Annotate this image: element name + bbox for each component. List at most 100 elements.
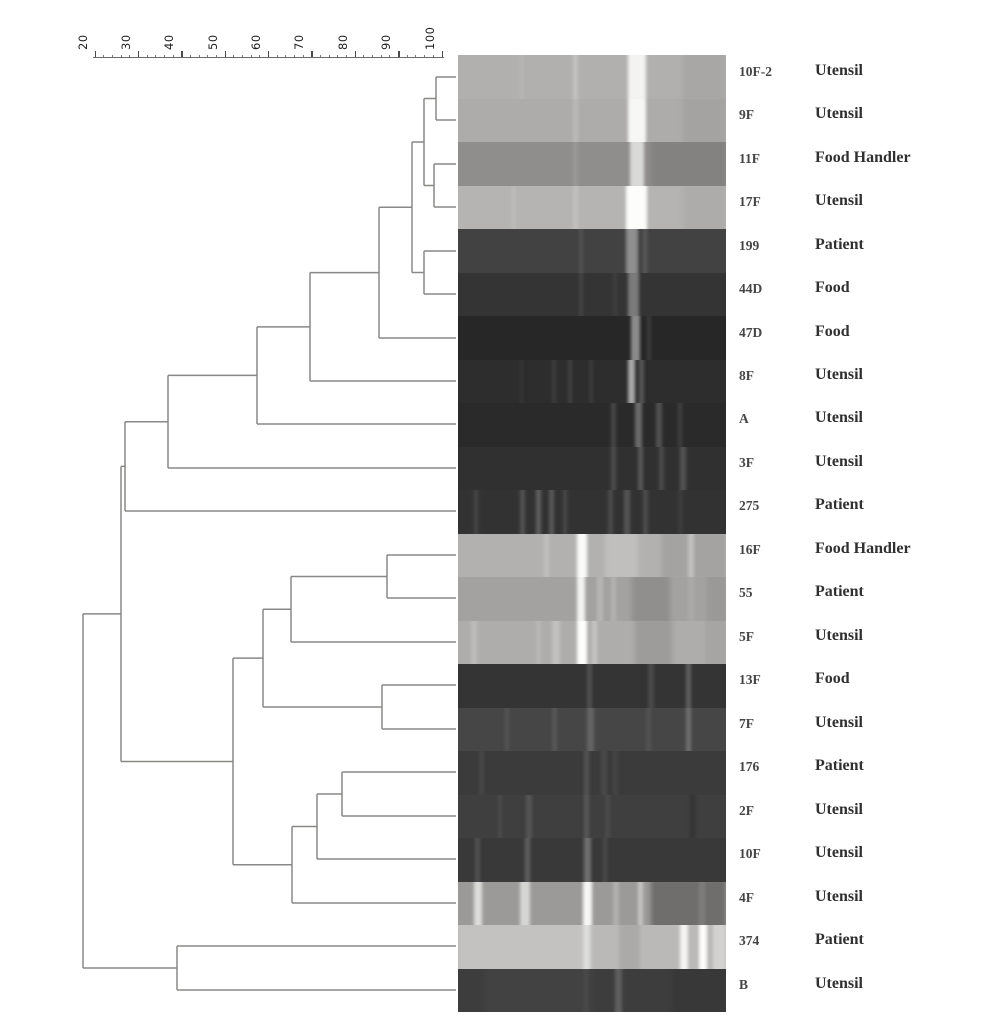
gel-band xyxy=(474,490,479,535)
sample-id-label: 13F xyxy=(739,672,761,687)
gel-lane-10F-2 xyxy=(458,55,726,100)
sample-source-label: Utensil xyxy=(815,714,863,731)
gel-band xyxy=(707,577,726,622)
gel-band xyxy=(630,316,641,361)
gel-band xyxy=(577,620,587,665)
sample-source-label: Utensil xyxy=(815,453,863,470)
scale-minor-tick xyxy=(294,54,296,57)
scale-minor-tick xyxy=(241,54,243,57)
scale-minor-tick xyxy=(172,54,174,57)
gel-band xyxy=(685,707,692,752)
scale-major-tick xyxy=(224,51,227,57)
gel-band xyxy=(632,577,670,622)
gel-band xyxy=(624,490,630,535)
gel-band xyxy=(519,55,523,100)
scale-axis-line xyxy=(93,57,444,58)
gel-band xyxy=(573,185,578,230)
gel-band xyxy=(458,925,592,970)
sample-id-label: 16F xyxy=(739,542,761,557)
scale-minor-tick xyxy=(103,54,105,57)
scale-minor-tick xyxy=(415,54,417,57)
sample-id-label: 17F xyxy=(739,194,761,209)
gel-band xyxy=(511,185,515,230)
sample-source-label: Patient xyxy=(815,496,864,513)
gel-lane-5F xyxy=(458,620,726,665)
sample-source-label: Utensil xyxy=(815,975,863,992)
gel-lane-7F xyxy=(458,707,726,752)
sample-id-label: 4F xyxy=(739,890,754,905)
sample-source-label: Patient xyxy=(815,583,864,600)
gel-lane-176 xyxy=(458,751,726,796)
gel-band xyxy=(589,359,594,404)
gel-band xyxy=(648,664,654,709)
scale-minor-tick xyxy=(320,54,322,57)
scale-minor-tick xyxy=(233,54,235,57)
sample-id-label: 374 xyxy=(739,933,760,948)
gel-band xyxy=(578,272,583,317)
gel-band xyxy=(535,620,542,665)
scale-minor-tick xyxy=(285,54,287,57)
gel-band xyxy=(625,185,647,230)
scale-minor-tick xyxy=(372,54,374,57)
gel-band xyxy=(656,403,662,448)
sample-id-label: 10F xyxy=(739,846,761,861)
sample-id-label: 5F xyxy=(739,629,754,644)
gel-band xyxy=(637,881,643,926)
gel-band xyxy=(583,838,591,883)
gel-band xyxy=(699,881,705,926)
sample-source-label: Patient xyxy=(815,757,864,774)
scale-minor-tick xyxy=(120,54,122,57)
scale-major-tick xyxy=(268,51,270,57)
gel-band xyxy=(479,751,484,796)
gel-band xyxy=(672,968,726,1012)
gel-band xyxy=(685,664,691,709)
gel-lane-55 xyxy=(458,577,726,622)
sample-source-label: Patient xyxy=(815,236,864,253)
scale-minor-tick xyxy=(346,54,348,57)
gel-band xyxy=(573,98,578,143)
scale-minor-tick xyxy=(129,54,131,57)
sample-source-label: Food xyxy=(815,279,850,296)
sample-source-label: Food xyxy=(815,670,850,687)
gel-lane-374 xyxy=(458,925,726,970)
gel-band xyxy=(526,794,532,839)
scale-minor-tick xyxy=(163,54,165,57)
gel-band xyxy=(525,838,531,883)
scale-minor-tick xyxy=(380,54,382,57)
scale-major-tick xyxy=(354,51,357,57)
scale-minor-tick xyxy=(337,54,339,57)
sample-id-label: 10F-2 xyxy=(739,64,772,79)
sample-id-label: 199 xyxy=(739,238,760,253)
gel-lane-47D xyxy=(458,316,726,361)
gel-band xyxy=(601,751,607,796)
scale-major-tick xyxy=(181,51,183,57)
gel-image xyxy=(458,55,726,1012)
gel-band xyxy=(519,359,523,404)
scale-major-tick xyxy=(398,51,400,57)
gel-lane-44D xyxy=(458,272,726,317)
sample-source-label: Utensil xyxy=(815,627,863,644)
gel-band xyxy=(602,838,607,883)
sample-source-label: Food Handler xyxy=(815,540,911,557)
gel-band xyxy=(583,794,590,839)
scale-minor-tick xyxy=(406,54,408,57)
scale-minor-tick xyxy=(189,54,191,57)
gel-lane-8F xyxy=(458,359,726,404)
scale-major-tick xyxy=(94,51,96,57)
gel-lane-4F xyxy=(458,881,726,926)
sample-id-label: B xyxy=(739,977,749,992)
gel-band xyxy=(573,55,578,100)
gel-band xyxy=(471,620,477,665)
gel-band xyxy=(586,707,594,752)
gel-band xyxy=(551,620,560,665)
sample-source-label: Utensil xyxy=(815,409,863,426)
sample-id-label: A xyxy=(739,411,749,426)
scale-minor-tick xyxy=(198,54,200,57)
sample-id-label: 44D xyxy=(739,281,763,296)
gel-band xyxy=(578,229,583,274)
gel-band xyxy=(677,403,683,448)
gel-band xyxy=(628,359,636,404)
sample-id-label: 11F xyxy=(739,151,761,166)
gel-band xyxy=(650,142,726,187)
